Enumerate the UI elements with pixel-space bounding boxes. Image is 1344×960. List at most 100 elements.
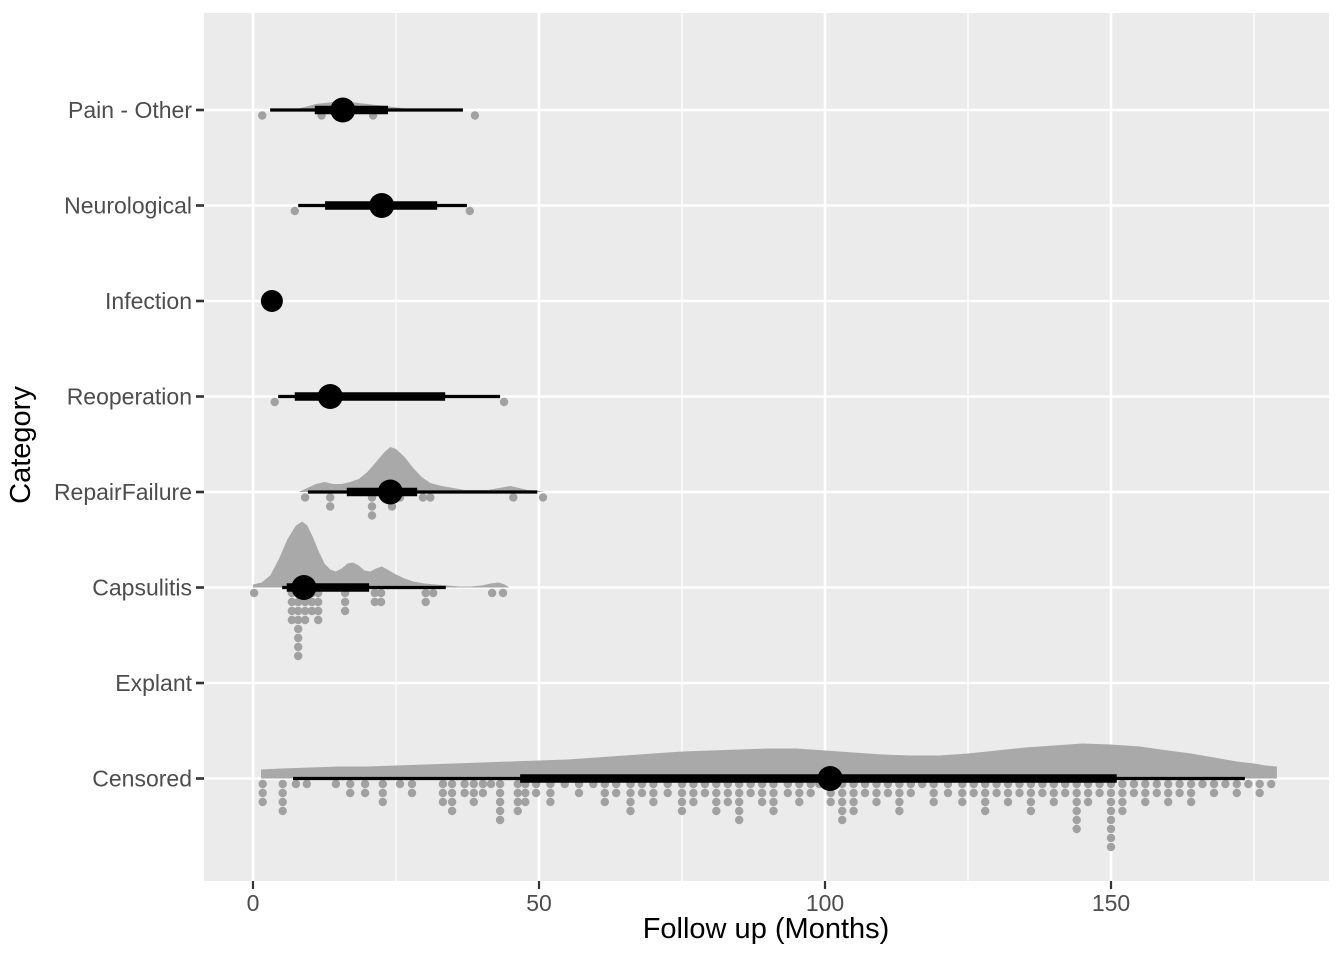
rain-dot-censored [278,806,287,816]
rain-dot-repairfailure [538,493,548,502]
rain-dot-censored [469,779,478,789]
y-tick-label-neurological: Neurological [64,193,192,219]
axes: 0 50 100 150 Pain - Other Neurological Infecti… [54,97,1130,916]
rain-dot-capsulitis [249,588,259,598]
rain-dot-censored [735,797,744,807]
rain-dot-censored [649,797,658,807]
median-dot-censored [817,766,843,791]
rain-dot-censored [407,788,417,798]
rain-dot-censored [1106,797,1116,807]
y-tick-label-capsulitis: Capsulitis [92,575,192,601]
rain-dot-censored [757,788,767,798]
rain-dot-censored [531,788,541,798]
rain-dot-censored [783,788,792,798]
rain-dot-censored [746,788,755,798]
rain-dot-censored [495,788,505,798]
rain-dot-censored [1049,788,1059,798]
rain-dot-censored [806,788,815,798]
rain-dot-censored [1083,788,1093,798]
rain-dot-capsulitis [314,606,323,616]
rain-dot-censored [360,779,370,789]
rain-dot-censored [895,806,904,816]
rain-dot-censored [1141,779,1150,789]
rain-dot-censored [1186,779,1196,789]
y-tick-label-reoperation: Reoperation [67,384,192,410]
rain-dot-censored [735,806,744,816]
x-tick-label: 150 [1092,890,1130,916]
rain-dot-censored [1049,797,1059,807]
rain-dot-censored [1026,788,1036,798]
rain-dot-censored [360,788,370,798]
rain-dot-censored [438,797,448,807]
rain-dot-censored [663,788,672,798]
rain-dot-censored [1186,788,1196,798]
rain-dot-censored [1164,797,1173,807]
rain-dot-censored [1072,797,1081,807]
rain-dot-censored [612,788,621,798]
rain-dot-censored [1003,797,1013,807]
rain-dot-censored [677,806,687,816]
rain-dot-capsulitis [421,597,430,607]
rain-dot-censored [447,788,457,798]
rain-dot-censored [478,779,488,789]
rain-dot-censored [981,788,990,798]
rain-dot-censored [1106,788,1116,798]
chart-data-layer [249,97,1277,852]
rain-dot-censored [838,815,847,825]
rain-dot-censored [378,779,387,789]
rain-dot-censored [395,779,405,789]
y-tick-label-repairfailure: RepairFailure [54,479,192,505]
rain-dot-censored [1129,779,1139,789]
rain-dot-censored [546,788,555,798]
rain-dot-capsulitis [376,588,386,598]
median-dot-pain-other [330,97,356,123]
rain-dot-pain-other [258,111,267,120]
rain-dot-censored [1072,788,1081,798]
rain-dot-censored [1209,779,1219,789]
rain-dot-capsulitis [294,606,303,616]
rain-dot-censored [258,779,267,789]
rain-dot-censored [981,797,990,807]
rain-dot-censored [712,806,721,816]
rain-dot-censored [469,797,478,807]
rain-dot-censored [872,797,881,807]
rain-dot-censored [495,815,505,825]
rain-dot-repairfailure [426,493,435,502]
rain-dot-censored [626,788,635,798]
y-tick-label-infection: Infection [105,288,192,314]
median-dot-neurological [369,193,395,218]
rain-dot-censored [513,788,522,798]
rain-dot-censored [600,788,609,798]
density-area-censored [261,743,1277,779]
rain-dot-censored [1164,788,1173,798]
rain-dot-capsulitis [376,597,386,607]
rain-dot-capsulitis [300,615,310,625]
rain-dot-censored [769,797,778,807]
rain-dot-censored [1118,806,1127,816]
rain-dot-censored [958,788,967,798]
rain-dot-censored [447,797,457,807]
rain-dot-censored [757,797,767,807]
rain-dot-repairfailure [418,493,428,502]
rain-dot-censored [849,806,858,816]
rain-dot-censored [1083,797,1093,807]
rain-dot-censored [929,788,938,798]
x-tick-label: 50 [526,890,552,916]
rain-dot-censored [689,797,698,807]
rain-dot-censored [378,797,387,807]
rain-dot-censored [1106,806,1116,816]
rain-dot-censored [1175,788,1184,798]
rain-dot-censored [1118,788,1127,798]
rain-dot-censored [258,788,267,798]
rain-dot-censored [1106,824,1116,834]
rain-dot-capsulitis [340,606,350,616]
rain-dot-censored [872,788,881,798]
rain-dot-censored [1072,806,1081,816]
rain-dot-censored [826,797,835,807]
rain-dot-censored [712,797,721,807]
rain-dot-neurological [465,206,474,216]
rain-dot-censored [546,797,555,807]
rain-dot-censored [278,779,287,789]
rain-dot-censored [447,779,457,789]
panel-background [204,13,1329,881]
